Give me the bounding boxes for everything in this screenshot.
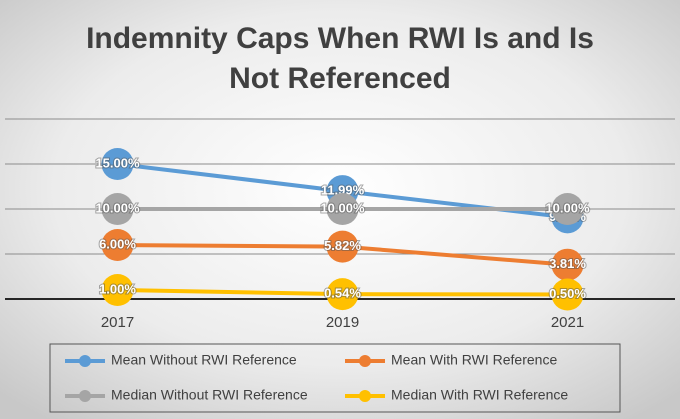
data-label: 15.00% bbox=[95, 155, 140, 170]
data-point bbox=[101, 193, 134, 225]
data-point bbox=[101, 274, 134, 306]
data-label: 3.81% bbox=[549, 256, 586, 271]
data-point bbox=[326, 193, 359, 225]
data-label: 5.82% bbox=[324, 238, 361, 253]
data-point bbox=[101, 229, 134, 261]
data-point bbox=[326, 230, 359, 263]
legend-label: Median With RWI Reference bbox=[391, 387, 568, 403]
data-label: 0.54% bbox=[324, 286, 361, 301]
chart-title: Indemnity Caps When RWI Is and Is Not Ref… bbox=[86, 22, 594, 95]
legend-marker bbox=[79, 355, 91, 367]
x-tick-label: 2019 bbox=[326, 314, 359, 331]
data-point bbox=[101, 148, 134, 180]
data-point bbox=[551, 193, 584, 225]
data-label: 10.00% bbox=[545, 200, 590, 215]
legend-marker bbox=[79, 390, 91, 402]
x-tick-label: 2017 bbox=[101, 314, 134, 331]
data-label: 6.00% bbox=[99, 236, 136, 251]
x-tick-label: 2021 bbox=[551, 314, 584, 331]
legend-label: Mean With RWI Reference bbox=[391, 352, 557, 368]
legend-marker bbox=[359, 390, 371, 402]
data-label: 1.00% bbox=[99, 281, 136, 296]
data-point bbox=[551, 248, 584, 281]
data-label: 11.99% bbox=[321, 183, 365, 198]
legend-label: Median Without RWI Reference bbox=[111, 387, 308, 403]
legend-box bbox=[49, 343, 621, 413]
data-label: 10.00% bbox=[95, 200, 140, 215]
data-point bbox=[326, 278, 359, 311]
data-label: 0.50% bbox=[549, 286, 586, 301]
legend-marker bbox=[359, 355, 371, 367]
legend-label: Mean Without RWI Reference bbox=[111, 352, 297, 368]
data-label: 10.00% bbox=[320, 200, 365, 215]
data-point bbox=[551, 278, 584, 311]
